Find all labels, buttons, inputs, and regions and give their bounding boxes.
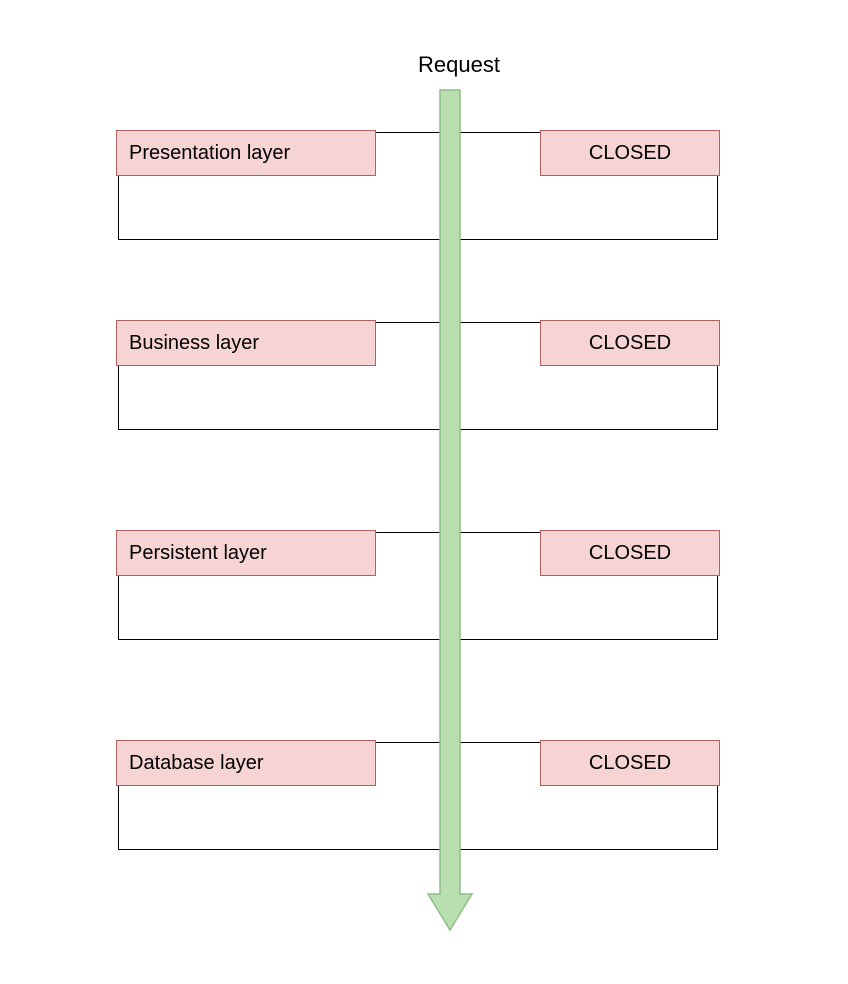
layer-status-persistent: CLOSED — [540, 530, 720, 576]
layer-name-presentation: Presentation layer — [116, 130, 376, 176]
layer-status-presentation: CLOSED — [540, 130, 720, 176]
layer-name-persistent: Persistent layer — [116, 530, 376, 576]
layered-architecture-diagram: Request Presentation layer CLOSED Busine… — [0, 0, 848, 984]
layer-name-database: Database layer — [116, 740, 376, 786]
layer-status-database: CLOSED — [540, 740, 720, 786]
layer-name-business: Business layer — [116, 320, 376, 366]
layer-status-business: CLOSED — [540, 320, 720, 366]
request-label: Request — [418, 52, 500, 78]
